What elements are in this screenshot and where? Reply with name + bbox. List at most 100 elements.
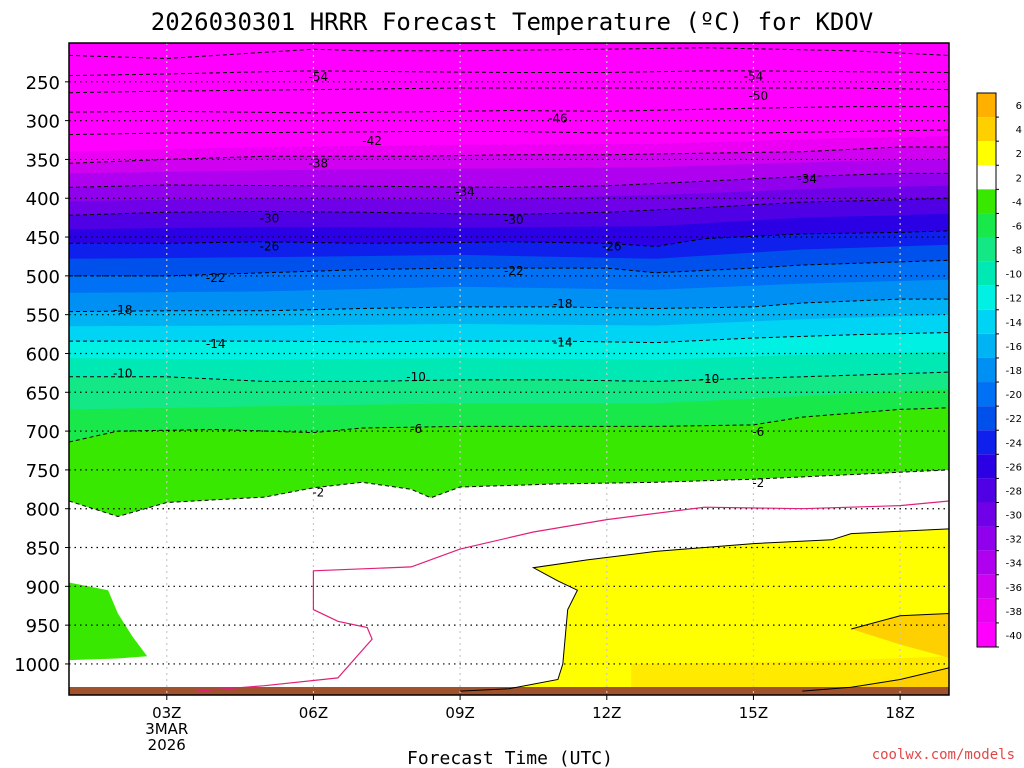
contour-label: -10 <box>113 367 133 381</box>
warm-region-shading <box>631 656 949 692</box>
y-tick-label: 350 <box>26 150 60 171</box>
isotherm-line <box>69 146 949 164</box>
colorbar-swatch <box>977 141 996 166</box>
contour-label: -18 <box>113 303 133 317</box>
contour-label: -50 <box>749 89 769 103</box>
colorbar-swatch <box>977 357 996 383</box>
colorbar-label: -18 <box>1006 366 1022 377</box>
isotherm-line <box>69 469 949 518</box>
gridlines <box>69 43 949 695</box>
warm-region-3 <box>851 613 949 658</box>
isotherm-line <box>69 172 949 188</box>
contour-label: -14 <box>553 336 573 350</box>
contour-label: -54 <box>744 69 764 83</box>
colorbar-swatch <box>977 478 996 503</box>
colorbar-label: -12 <box>1006 294 1022 305</box>
y-tick-label: 550 <box>26 306 60 327</box>
colorbar-label: -28 <box>1006 486 1022 497</box>
contour-label: -6 <box>752 425 764 439</box>
contour-label: -10 <box>406 370 426 384</box>
isotherm-line <box>69 259 949 277</box>
y-tick-label: 800 <box>26 500 60 521</box>
contour-label: -38 <box>309 156 329 170</box>
colorbar-swatch <box>977 333 996 358</box>
warm-region-2 <box>802 667 949 692</box>
x-tick-label: 3MAR <box>145 720 188 738</box>
colorbar-swatch <box>977 117 996 142</box>
colorbar-frame <box>976 92 997 648</box>
y-tick-label: 300 <box>26 112 60 133</box>
chart-title: 2026030301 HRRR Forecast Temperature (ºC… <box>151 8 873 36</box>
x-tick-label: 15Z <box>739 704 768 722</box>
warm-contour-line <box>851 612 949 658</box>
colorbar-label: -16 <box>1006 342 1022 353</box>
contour-label: -2 <box>312 485 324 499</box>
filled-contours <box>69 43 949 695</box>
contour-label: -54 <box>309 70 329 84</box>
contour-label: -22 <box>206 271 226 285</box>
colorbar-swatch <box>977 309 996 334</box>
colorbar-swatch <box>977 526 996 551</box>
x-tick-label: 2026 <box>148 736 186 754</box>
isotherm-line <box>69 87 949 94</box>
colorbar-label: 2 <box>1016 173 1022 184</box>
colorbar-label: -38 <box>1006 607 1022 618</box>
colorbar-label: -24 <box>1006 438 1022 449</box>
warm-contour-line <box>802 667 949 692</box>
x-axis-title: Forecast Time (UTC) <box>407 748 613 768</box>
colorbar-swatch <box>977 430 996 455</box>
freezing-level-line <box>196 500 949 692</box>
colorbar-swatch <box>977 261 996 286</box>
x-tick-label: 06Z <box>299 704 328 722</box>
band-fill-surface-cold-pocket <box>69 582 148 661</box>
colorbar-label: -4 <box>1012 197 1022 208</box>
y-tick-label: 400 <box>26 189 60 210</box>
x-tick-label: 03Z <box>152 704 181 722</box>
contour-label: -30 <box>504 213 524 227</box>
colorbar-label: -32 <box>1006 535 1022 546</box>
x-tick-label: 18Z <box>885 704 914 722</box>
contour-label: -18 <box>553 297 573 311</box>
colorbar-label: -14 <box>1006 318 1022 329</box>
colorbar-swatch <box>977 598 996 623</box>
colorbar-swatch <box>977 454 996 479</box>
y-axis: 250 300 350 400 450 500 550 600 650 700 750 800 850 9… <box>14 73 69 676</box>
colorbar-label: -26 <box>1006 462 1022 473</box>
isotherm-line <box>69 371 949 382</box>
y-tick-label: 750 <box>26 461 60 482</box>
colorbar-swatch <box>977 502 996 527</box>
colorbar: 6 4 2 2 -4 -6 -8 -10 -12 -14 -16 -18 -20 -22 -24 -26 -28… <box>976 92 1022 648</box>
contour-label: -30 <box>260 211 280 225</box>
colorbar-label: -10 <box>1006 270 1022 281</box>
credit-text: coolwx.com/models <box>872 747 1015 763</box>
colorbar-swatch <box>977 406 996 431</box>
colorbar-label: 2 <box>1016 149 1022 160</box>
colorbar-label: -8 <box>1012 246 1022 257</box>
contour-label: -46 <box>548 111 568 125</box>
plot-area: -54 -54 -50 -46 -42 -38 -34 -34 -30 -30 -26 -26 -22 -… <box>14 42 950 754</box>
y-tick-label: 700 <box>26 422 60 443</box>
warm-contour-line <box>460 528 949 692</box>
y-tick-label: 500 <box>26 267 60 288</box>
y-tick-label: 900 <box>26 577 60 598</box>
isotherm-line <box>69 70 949 77</box>
colorbar-swatch <box>977 382 996 407</box>
colorbar-swatch <box>977 213 996 238</box>
contour-label: -34 <box>797 172 817 186</box>
plot-frame <box>68 42 950 696</box>
colorbar-label: -34 <box>1006 559 1022 570</box>
colorbar-swatch <box>977 285 996 310</box>
contour-label: -34 <box>455 185 475 199</box>
y-tick-label: 250 <box>26 73 60 94</box>
isotherm-lines <box>69 47 949 692</box>
colorbar-label: -6 <box>1012 221 1022 232</box>
contour-label: -42 <box>362 134 382 148</box>
contour-label: -14 <box>206 337 226 351</box>
contour-label: -10 <box>700 372 720 386</box>
isotherm-line <box>69 197 949 216</box>
colorbar-swatch <box>977 189 996 214</box>
y-tick-label: 1000 <box>14 655 60 676</box>
colorbar-swatch <box>977 165 996 190</box>
colorbar-label: -40 <box>1006 631 1022 642</box>
